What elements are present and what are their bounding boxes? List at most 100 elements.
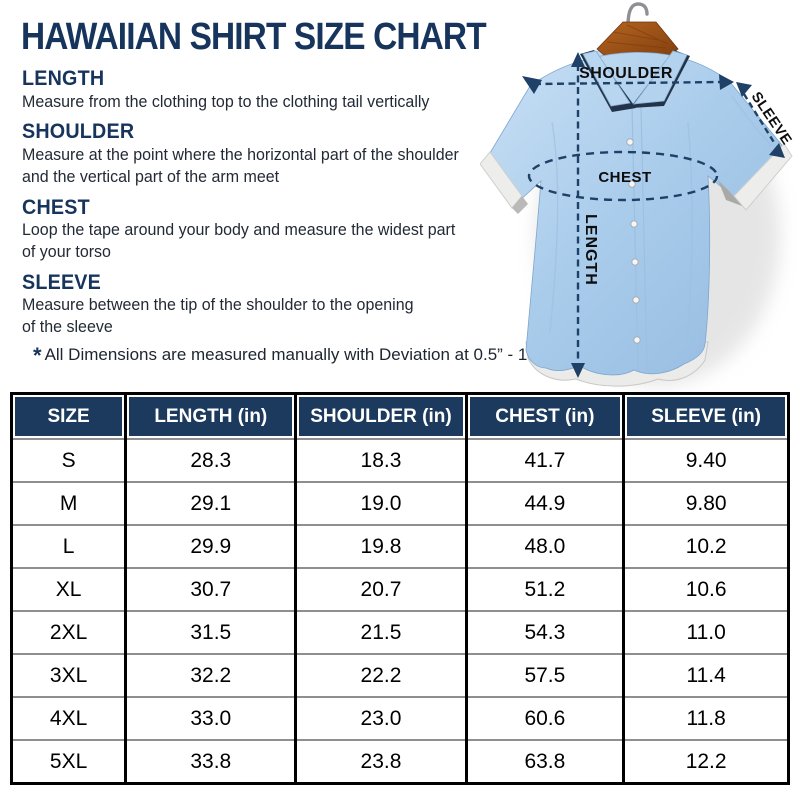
length-label: LENGTH	[582, 214, 599, 286]
shoulder-cell: 22.2	[294, 653, 467, 697]
collar-flap-left	[582, 50, 631, 107]
arrowhead	[522, 76, 542, 94]
hanger-wood-grain	[606, 24, 669, 49]
deviation-note-text: All Dimensions are measured manually wit…	[44, 345, 534, 364]
size-cell: XL	[11, 567, 126, 611]
chest-cell: 57.5	[464, 653, 624, 697]
length-cell: 32.2	[124, 653, 296, 697]
arrowhead	[736, 82, 752, 97]
right-cuff-opening	[718, 180, 742, 206]
definition-text: Measure at the point where the horizonta…	[22, 145, 459, 164]
table-row: 4XL 33.0 23.0 60.6 11.8	[11, 696, 789, 740]
chest-measure-ellipse	[527, 150, 719, 202]
definition-text: Loop the tape around your body and measu…	[22, 221, 456, 240]
sleeve-cell: 11.8	[622, 696, 789, 740]
length-cell: 28.3	[124, 438, 296, 482]
size-cell: 5XL	[11, 739, 126, 784]
definition-sleeve: SLEEVE Measure between the tip of the sh…	[22, 270, 527, 339]
shoulder-cell: 23.0	[294, 696, 467, 740]
chest-cell: 54.3	[464, 610, 624, 654]
measurement-arrowheads	[522, 52, 785, 378]
definition-text: Measure from the clothing top to the clo…	[22, 92, 430, 111]
shoulder-label: SHOULDER	[579, 65, 673, 82]
shoulder-cell: 23.8	[294, 739, 467, 784]
definition-term: CHEST	[22, 195, 90, 219]
chest-cell: 41.7	[464, 438, 624, 482]
fabric-fold	[549, 95, 773, 343]
measurement-annotations	[527, 64, 777, 366]
arrowhead	[719, 74, 734, 90]
definition-shoulder: SHOULDER Measure at the point where the …	[22, 119, 527, 188]
table-header-row: SIZE LENGTH (in) SHOULDER (in) CHEST (in…	[11, 393, 789, 439]
header-size: SIZE	[11, 393, 126, 439]
length-cell: 29.9	[124, 524, 296, 568]
sleeve-cell: 12.2	[622, 739, 789, 784]
definition-text: of the sleeve	[22, 318, 113, 337]
shoulder-cell: 21.5	[294, 610, 467, 654]
size-cell: 4XL	[11, 696, 126, 740]
shirt-illustration: SHOULDER CHEST LENGTH SLEEVE	[479, 2, 795, 387]
shoulder-cell: 19.0	[294, 481, 467, 525]
size-chart-table: SIZE LENGTH (in) SHOULDER (in) CHEST (in…	[10, 392, 790, 785]
collar-flap-right	[633, 50, 688, 105]
table-row: S 28.3 18.3 41.7 9.40	[11, 438, 789, 482]
hanger-wood	[596, 21, 679, 56]
chest-cell: 51.2	[464, 567, 624, 611]
table-row: XL 30.7 20.7 51.2 10.6	[11, 567, 789, 611]
table-row: 2XL 31.5 21.5 54.3 11.0	[11, 610, 789, 654]
length-cell: 33.8	[124, 739, 296, 784]
header-chest: CHEST (in)	[464, 393, 624, 439]
arrowhead	[571, 52, 585, 67]
chest-cell: 63.8	[464, 739, 624, 784]
shoulder-cell: 19.8	[294, 524, 467, 568]
shoulder-cell: 20.7	[294, 567, 467, 611]
chest-cell: 48.0	[464, 524, 624, 568]
definition-text: of your torso	[22, 242, 111, 261]
sleeve-cell: 10.6	[622, 567, 789, 611]
definition-term: SHOULDER	[22, 120, 135, 144]
shoulder-measure-line	[533, 80, 721, 86]
size-cell: M	[11, 481, 126, 525]
size-cell: S	[11, 438, 126, 482]
table-row: M 29.1 19.0 44.9 9.80	[11, 481, 789, 525]
right-cuff	[733, 143, 793, 211]
sleeve-cell: 9.80	[622, 481, 789, 525]
table-row: L 29.9 19.8 48.0 10.2	[11, 524, 789, 568]
arrowhead	[769, 143, 785, 158]
length-cell: 29.1	[124, 481, 296, 525]
sleeve-cell: 10.2	[622, 524, 789, 568]
size-cell: 2XL	[11, 610, 126, 654]
sleeve-cell: 11.0	[622, 610, 789, 654]
header-shoulder: SHOULDER (in)	[294, 393, 467, 439]
sleeve-cell: 11.4	[622, 653, 789, 697]
size-cell: L	[11, 524, 126, 568]
left-cuff-shadow	[512, 196, 528, 214]
definition-text: Measure between the tip of the shoulder …	[22, 296, 414, 315]
shirt-measurement-figure: SHOULDER CHEST LENGTH SLEEVE	[479, 0, 800, 392]
hanger-hook-icon	[626, 2, 649, 28]
chest-cell: 60.6	[464, 696, 624, 740]
definition-term: LENGTH	[22, 67, 105, 90]
length-cell: 31.5	[124, 610, 296, 654]
sleeve-cell: 9.40	[622, 438, 789, 482]
table-row: 5XL 33.8 23.8 63.8 12.2	[11, 739, 789, 784]
button-placket	[631, 105, 648, 371]
length-cell: 33.0	[124, 696, 296, 740]
header-sleeve: SLEEVE (in)	[622, 393, 789, 439]
size-cell: 3XL	[11, 653, 126, 697]
header-length: LENGTH (in)	[124, 393, 296, 439]
shoulder-cell: 18.3	[294, 438, 467, 482]
chest-cell: 44.9	[464, 481, 624, 525]
length-cell: 30.7	[124, 567, 296, 611]
definitions-list: LENGTH Measure from the clothing top to …	[22, 60, 527, 339]
definition-text: and the vertical part of the arm meet	[22, 167, 280, 186]
definition-chest: CHEST Loop the tape around your body and…	[22, 195, 527, 264]
arrowhead	[571, 363, 585, 378]
definition-term: SLEEVE	[22, 270, 102, 294]
page-title: HAWAIIAN SHIRT SIZE CHART	[21, 16, 487, 58]
chest-label: CHEST	[598, 169, 651, 186]
deviation-note: * All Dimensions are measured manually wi…	[33, 343, 534, 368]
table-row: 3XL 32.2 22.2 57.5 11.4	[11, 653, 789, 697]
shirt-buttons	[626, 138, 641, 344]
definition-length: LENGTH Measure from the clothing top to …	[22, 66, 527, 113]
